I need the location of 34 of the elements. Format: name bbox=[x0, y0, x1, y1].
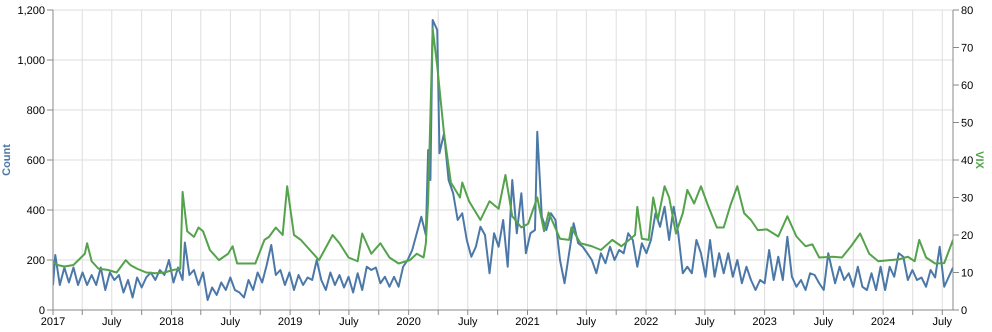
y2-tick-label: 0 bbox=[961, 304, 968, 317]
x-tick-label: 2022 bbox=[634, 316, 658, 328]
y2-tick-label: 10 bbox=[961, 267, 974, 280]
x-tick-label: 2023 bbox=[752, 316, 777, 328]
x-tick-label: July bbox=[220, 316, 241, 328]
y-tick-label: 0 bbox=[38, 304, 45, 317]
x-tick-label: July bbox=[339, 316, 360, 328]
y2-tick-label: 20 bbox=[961, 230, 974, 242]
x-tick-label: July bbox=[102, 316, 122, 328]
x-tick-label: 2019 bbox=[278, 316, 302, 328]
y2-tick-label: 60 bbox=[961, 80, 974, 92]
x-tick-label: July bbox=[932, 316, 953, 328]
y2-tick-label: 80 bbox=[961, 4, 974, 17]
x-tick-label: July bbox=[814, 316, 834, 328]
x-tick-label: 2018 bbox=[159, 316, 184, 328]
y-tick-label: 400 bbox=[26, 204, 45, 217]
x-tick-label: July bbox=[695, 316, 716, 328]
y2-tick-label: 40 bbox=[961, 154, 974, 167]
y2-axis-title: VIX bbox=[973, 151, 986, 170]
y-tick-label: 200 bbox=[26, 254, 45, 267]
y2-tick-label: 70 bbox=[961, 42, 974, 54]
y2-tick-label: 30 bbox=[961, 192, 974, 204]
y-tick-label: 1,200 bbox=[17, 4, 45, 17]
x-tick-label: July bbox=[458, 316, 478, 328]
x-tick-label: 2020 bbox=[396, 316, 421, 328]
y-tick-label: 1,000 bbox=[17, 54, 45, 67]
x-tick-label: 2024 bbox=[870, 316, 896, 328]
y2-tick-label: 50 bbox=[961, 117, 974, 130]
y-tick-label: 600 bbox=[26, 154, 45, 167]
x-tick-label: July bbox=[576, 316, 597, 328]
y-axis-title: Count bbox=[0, 144, 13, 176]
x-tick-label: 2021 bbox=[515, 316, 540, 328]
y-tick-label: 800 bbox=[26, 104, 45, 117]
x-tick-label: 2017 bbox=[40, 316, 66, 328]
